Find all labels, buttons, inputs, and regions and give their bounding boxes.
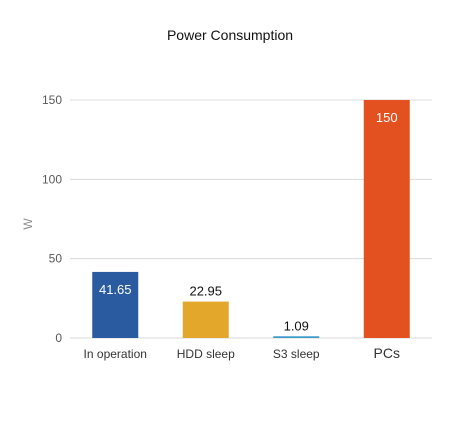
chart-title: Power Consumption (167, 27, 293, 43)
data-label: 1.09 (284, 318, 309, 333)
bars (92, 100, 410, 338)
data-label: 150 (376, 110, 398, 125)
bar-0 (92, 271, 139, 338)
y-tick-label: 150 (42, 93, 62, 107)
x-tick-label: PCs (374, 345, 400, 361)
y-tick-labels: 0 50 100 150 (42, 93, 62, 345)
data-label: 22.95 (189, 284, 222, 299)
y-tick-label: 100 (42, 172, 62, 186)
x-tick-label: S3 sleep (273, 347, 320, 361)
y-axis-label: W (21, 218, 35, 230)
y-tick-label: 50 (49, 252, 63, 266)
bar-3 (363, 100, 410, 338)
bar-1 (182, 301, 229, 338)
x-tick-label: HDD sleep (177, 347, 235, 361)
data-labels: 41.65 22.95 1.09 150 (99, 110, 398, 333)
y-tick-label: 0 (55, 331, 62, 345)
bar-2 (273, 336, 320, 338)
data-label: 41.65 (99, 282, 132, 297)
x-tick-label: In operation (84, 347, 147, 361)
x-tick-labels: In operation HDD sleep S3 sleep PCs (84, 345, 400, 361)
